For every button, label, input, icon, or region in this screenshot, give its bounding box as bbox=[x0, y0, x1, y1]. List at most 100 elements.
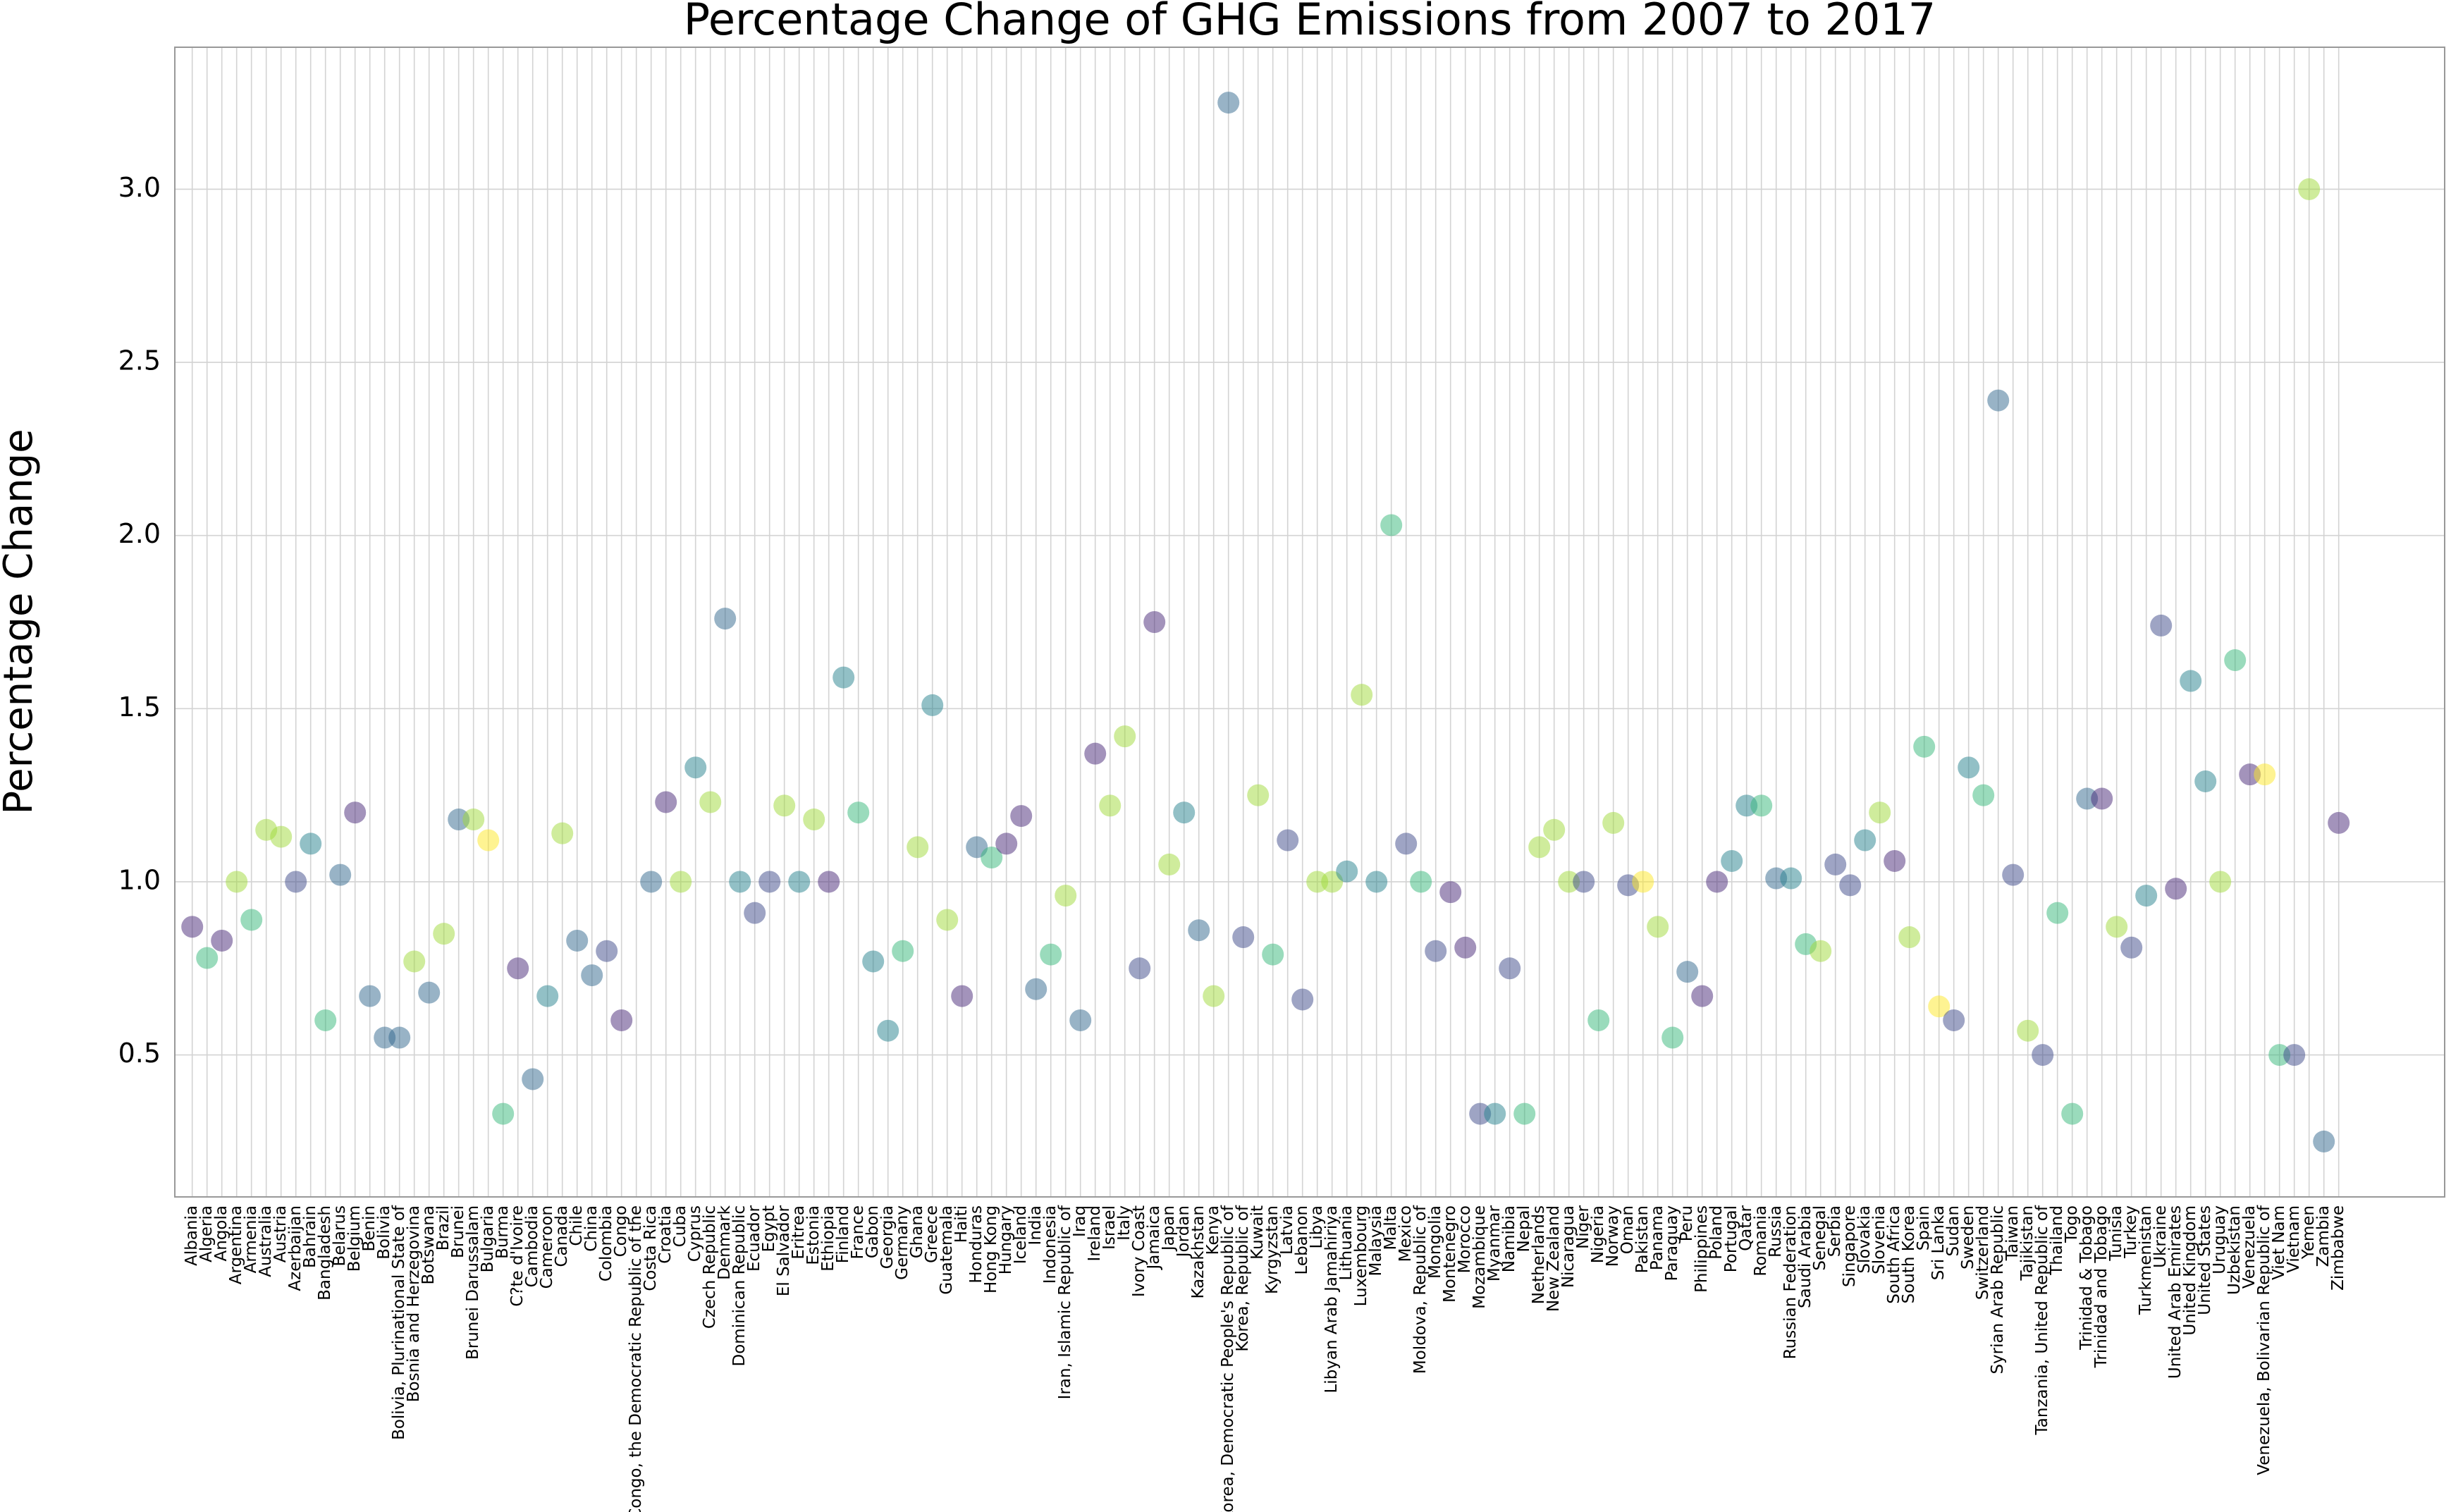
x-tick-label: Romania bbox=[1752, 1205, 1770, 1277]
x-tick-label: Ecuador bbox=[745, 1205, 763, 1272]
x-tick-label: Costa Rica bbox=[641, 1205, 660, 1291]
point bbox=[1099, 794, 1122, 817]
point bbox=[788, 871, 811, 893]
x-tick-label: Uzbekistan bbox=[2225, 1205, 2244, 1295]
point bbox=[1676, 961, 1699, 983]
point bbox=[1647, 916, 1669, 938]
point bbox=[462, 809, 485, 831]
x-tick-label: El Salvador bbox=[775, 1205, 793, 1296]
x-tick-label: Serbia bbox=[1826, 1205, 1844, 1257]
point bbox=[1173, 801, 1196, 824]
x-tick-label: Haiti bbox=[952, 1205, 971, 1243]
x-tick-label: Spain bbox=[1915, 1205, 1933, 1250]
x-tick-label: Estonia bbox=[804, 1205, 823, 1265]
y-tick-label: 1.0 bbox=[118, 864, 161, 895]
x-tick-label: Jamaica bbox=[1145, 1205, 1163, 1271]
x-tick-label: Bahrain bbox=[301, 1205, 319, 1268]
x-tick-label: Burma bbox=[493, 1205, 512, 1259]
x-tick-label: Canada bbox=[553, 1205, 571, 1267]
point bbox=[1010, 805, 1033, 828]
point bbox=[1277, 829, 1299, 852]
point bbox=[507, 957, 529, 980]
x-tick-label: Turkey bbox=[2122, 1205, 2140, 1259]
point bbox=[270, 825, 293, 848]
point bbox=[877, 1019, 899, 1042]
point bbox=[581, 964, 603, 987]
point bbox=[2180, 670, 2202, 692]
point bbox=[2165, 878, 2187, 900]
x-tick-label: Myanmar bbox=[1485, 1205, 1504, 1281]
point bbox=[1528, 836, 1551, 859]
point bbox=[522, 1068, 544, 1090]
point bbox=[1203, 985, 1225, 1007]
x-tick-label: Jordan bbox=[1174, 1205, 1193, 1258]
x-tick-label: Senegal bbox=[1811, 1205, 1829, 1271]
x-tick-label: United States bbox=[2196, 1205, 2214, 1315]
point bbox=[1943, 1009, 1965, 1031]
point bbox=[300, 832, 322, 855]
x-tick-label: Congo, the Democratic Republic of the bbox=[627, 1205, 645, 1512]
point bbox=[551, 822, 574, 844]
x-tick-label: Korea, Democratic People's Republic of bbox=[1219, 1205, 1237, 1512]
point bbox=[1898, 926, 1921, 949]
x-tick-label: Tanzania, United Republic of bbox=[2033, 1205, 2051, 1435]
x-tick-label: Korea, Republic of bbox=[1234, 1205, 1252, 1352]
x-tick-label: Bosnia and Herzegovina bbox=[405, 1205, 423, 1402]
y-tick-label: 0.5 bbox=[118, 1038, 161, 1069]
x-tick-label: Belgium bbox=[345, 1205, 364, 1272]
chart-title: Percentage Change of GHG Emissions from … bbox=[684, 0, 1936, 45]
x-tick-label: Togo bbox=[2063, 1205, 2081, 1243]
x-tick-label: Oman bbox=[1618, 1205, 1637, 1254]
x-tick-label: Russia bbox=[1767, 1205, 1785, 1258]
x-tick-label: Ukraine bbox=[2151, 1205, 2170, 1268]
x-tick-label: Gabon bbox=[864, 1205, 882, 1258]
x-tick-label: Kyrgyzstan bbox=[1263, 1205, 1282, 1294]
point bbox=[2254, 763, 2276, 786]
point bbox=[714, 608, 737, 630]
x-tick-label: Libyan Arab Jamahiriya bbox=[1322, 1205, 1341, 1394]
x-tick-label: Yemen bbox=[2299, 1205, 2318, 1260]
point bbox=[1587, 1009, 1610, 1031]
point bbox=[2224, 649, 2247, 672]
x-tick-label: Lebanon bbox=[1293, 1205, 1311, 1274]
point bbox=[1291, 988, 1314, 1011]
x-tick-label: Mozambique bbox=[1470, 1205, 1489, 1309]
point bbox=[1958, 756, 1980, 779]
x-tick-label: Eritrea bbox=[790, 1205, 808, 1260]
point bbox=[699, 791, 722, 813]
point bbox=[1439, 881, 1462, 904]
x-tick-label: Colombia bbox=[597, 1205, 615, 1281]
x-tick-label: Bangladesh bbox=[316, 1205, 334, 1301]
x-tick-label: Bulgaria bbox=[479, 1205, 497, 1272]
point bbox=[418, 981, 441, 1004]
x-tick-label: Finland bbox=[834, 1205, 852, 1263]
x-tick-label: Austria bbox=[271, 1205, 290, 1262]
point bbox=[862, 950, 885, 973]
x-tick-label: Croatia bbox=[656, 1205, 675, 1264]
point bbox=[729, 871, 751, 893]
x-tick-label: Libya bbox=[1308, 1205, 1326, 1249]
x-tick-label: Bolivia, Plurinational State of bbox=[390, 1205, 408, 1440]
point bbox=[2313, 1130, 2335, 1153]
point bbox=[240, 909, 263, 931]
x-tick-label: Slovakia bbox=[1855, 1205, 1874, 1274]
point bbox=[2061, 1102, 2084, 1125]
x-tick-label: Mexico bbox=[1396, 1205, 1415, 1262]
x-tick-label: Qatar bbox=[1737, 1205, 1755, 1250]
y-tick-label: 1.5 bbox=[118, 692, 161, 723]
x-tick-label: New Zealand bbox=[1544, 1205, 1563, 1312]
x-tick-label: Egypt bbox=[760, 1205, 778, 1252]
point bbox=[1247, 784, 1270, 806]
point bbox=[1232, 926, 1255, 949]
x-tick-label: Czech Republic bbox=[701, 1205, 719, 1329]
x-tick-label: Greece bbox=[923, 1205, 941, 1263]
point bbox=[640, 871, 663, 893]
point bbox=[1055, 885, 1077, 907]
x-tick-label: Brunei Darussalam bbox=[464, 1205, 482, 1360]
point bbox=[433, 923, 455, 945]
point bbox=[477, 829, 500, 852]
point bbox=[951, 985, 973, 1007]
x-tick-label: Vietnam bbox=[2285, 1205, 2303, 1273]
point bbox=[344, 801, 367, 824]
